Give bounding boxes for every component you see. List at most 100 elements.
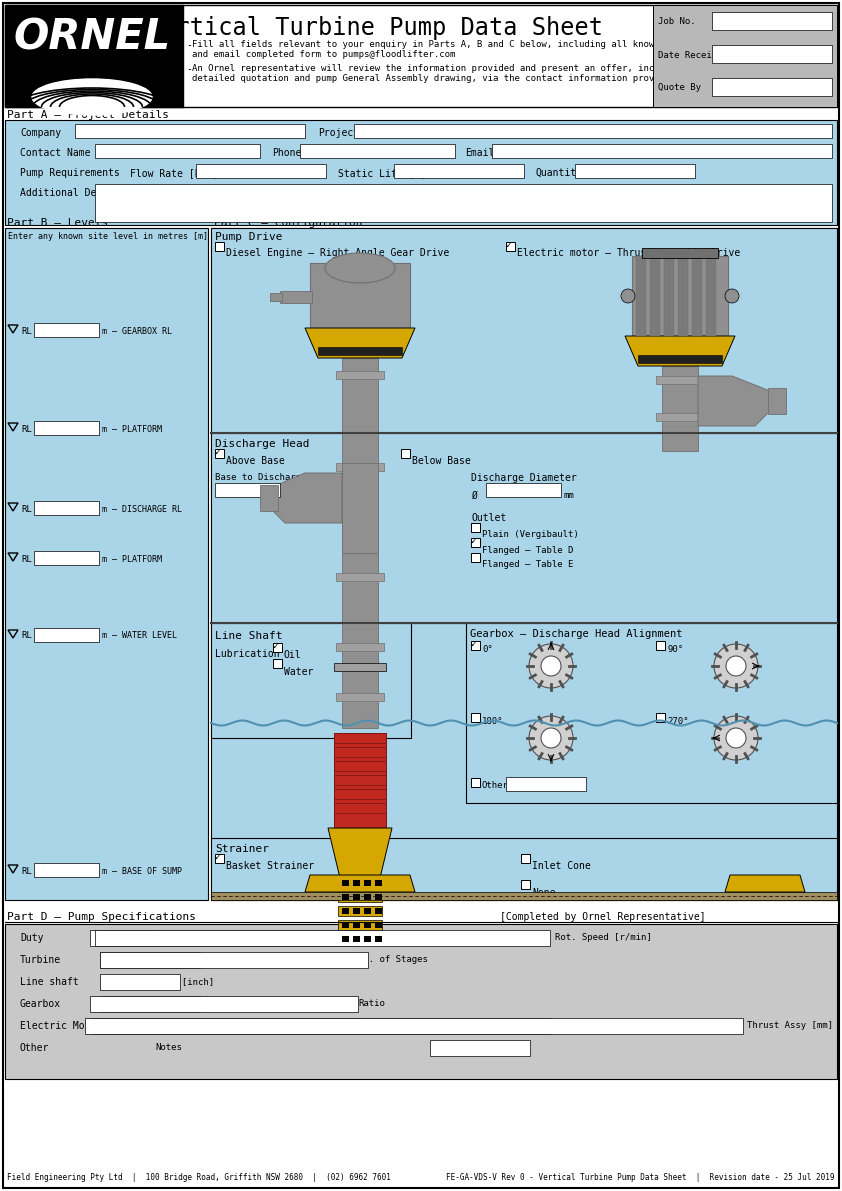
Text: mm: mm (282, 491, 293, 500)
Text: m – PLATFORM: m – PLATFORM (102, 555, 162, 563)
Text: Ratio: Ratio (358, 999, 385, 1009)
Bar (706, 256, 716, 336)
Text: detailed quotation and pump General Assembly drawing, via the contact informatio: detailed quotation and pump General Asse… (192, 74, 713, 83)
Bar (678, 256, 688, 336)
Text: Diesel Engine – Right Angle Gear Drive: Diesel Engine – Right Angle Gear Drive (226, 248, 450, 258)
Bar (5, 70, 183, 73)
Text: Power [kW]: Power [kW] (155, 1022, 209, 1030)
Bar (85, 1018, 743, 1034)
Bar (215, 449, 224, 459)
Text: 270°: 270° (667, 717, 689, 725)
Bar (5, 5, 183, 107)
Polygon shape (625, 336, 735, 366)
Bar (5, 60, 183, 63)
Bar (34, 551, 99, 565)
Bar (471, 538, 480, 547)
Bar (273, 659, 282, 668)
Text: Base to Discharge RL: Base to Discharge RL (215, 473, 322, 482)
Text: RL: RL (21, 326, 32, 336)
Bar (575, 164, 695, 177)
Bar (492, 144, 832, 158)
Text: Line shaft: Line shaft (20, 977, 79, 987)
Text: ✓: ✓ (214, 852, 220, 862)
Bar (5, 120, 837, 225)
Bar (95, 1018, 170, 1034)
Text: ✓: ✓ (505, 241, 511, 250)
Bar (90, 996, 358, 1012)
Text: Water: Water (284, 667, 313, 676)
Bar (334, 732, 386, 743)
Bar (34, 323, 99, 337)
Text: RL: RL (21, 631, 32, 641)
Bar (334, 803, 386, 813)
Bar (471, 713, 480, 722)
Bar (353, 922, 360, 928)
Bar (338, 934, 382, 944)
Text: Part A – Project Details: Part A – Project Details (7, 110, 169, 120)
Bar (642, 248, 718, 258)
Text: Basket Strainer: Basket Strainer (226, 861, 314, 871)
Bar (342, 880, 349, 886)
Bar (75, 124, 305, 138)
Bar (5, 80, 183, 83)
Bar (353, 936, 360, 942)
Bar (664, 256, 674, 336)
Text: Electric motor – Thrust Assembly Drive: Electric motor – Thrust Assembly Drive (517, 248, 740, 258)
Text: Notes: Notes (155, 1043, 182, 1053)
Bar (650, 256, 660, 336)
Bar (100, 930, 155, 946)
Text: ✓: ✓ (214, 447, 220, 457)
Text: Other: Other (482, 780, 509, 790)
Text: 90°: 90° (667, 644, 683, 654)
Text: FE-GA-VDS-V Rev 0 - Vertical Turbine Pump Data Sheet  |  Revision date - 25 Jul : FE-GA-VDS-V Rev 0 - Vertical Turbine Pum… (446, 1173, 835, 1181)
Text: An Ornel representative will review the information provided and present an offe: An Ornel representative will review the … (192, 64, 713, 73)
Text: Flow Rate [L/s]: Flow Rate [L/s] (130, 168, 218, 177)
Bar (273, 643, 282, 651)
Bar (95, 183, 832, 222)
Bar (334, 747, 386, 757)
Bar (5, 85, 183, 88)
Text: Company: Company (20, 127, 61, 138)
Text: Gearbox – Discharge Head Alignment: Gearbox – Discharge Head Alignment (470, 629, 683, 640)
Text: ORNEL: ORNEL (13, 17, 171, 60)
Polygon shape (305, 875, 415, 892)
Bar (211, 227, 837, 900)
Bar (375, 880, 382, 886)
Bar (521, 854, 530, 863)
Text: ✓: ✓ (470, 536, 476, 545)
Text: Discharge Diameter: Discharge Diameter (471, 473, 577, 484)
Bar (300, 144, 455, 158)
Circle shape (714, 644, 758, 688)
Bar (334, 732, 386, 828)
Bar (336, 372, 384, 379)
Bar (336, 693, 384, 701)
Bar (215, 854, 224, 863)
Bar (338, 919, 382, 930)
Text: Frame: Frame (555, 1022, 582, 1030)
Bar (471, 553, 480, 562)
Circle shape (726, 728, 746, 748)
Bar (353, 880, 360, 886)
Text: Electric Motor: Electric Motor (20, 1021, 102, 1031)
Bar (486, 484, 561, 497)
Text: Outlet: Outlet (471, 513, 506, 523)
Bar (90, 930, 358, 946)
Bar (506, 242, 515, 251)
Bar (364, 908, 371, 913)
Text: m – PLATFORM: m – PLATFORM (102, 424, 162, 434)
Text: m – GEARBOX RL: m – GEARBOX RL (102, 326, 172, 336)
Text: ✓: ✓ (272, 641, 278, 651)
Circle shape (541, 656, 561, 676)
Text: Model: Model (155, 999, 182, 1009)
Text: Job No.: Job No. (658, 18, 695, 26)
Text: m – WATER LEVEL: m – WATER LEVEL (102, 631, 177, 641)
Text: m – BASE OF SUMP: m – BASE OF SUMP (102, 867, 182, 875)
Circle shape (529, 716, 573, 760)
Text: Flanged – Table E: Flanged – Table E (482, 560, 573, 569)
Polygon shape (305, 328, 415, 358)
Bar (656, 641, 665, 650)
Bar (471, 778, 480, 787)
Text: Static Lift [m]: Static Lift [m] (338, 168, 426, 177)
Bar (100, 952, 200, 968)
Text: mm: mm (563, 491, 573, 500)
